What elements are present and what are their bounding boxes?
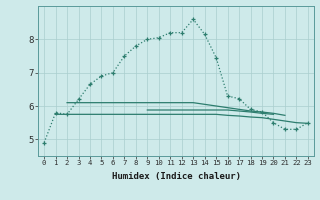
X-axis label: Humidex (Indice chaleur): Humidex (Indice chaleur) bbox=[111, 172, 241, 181]
